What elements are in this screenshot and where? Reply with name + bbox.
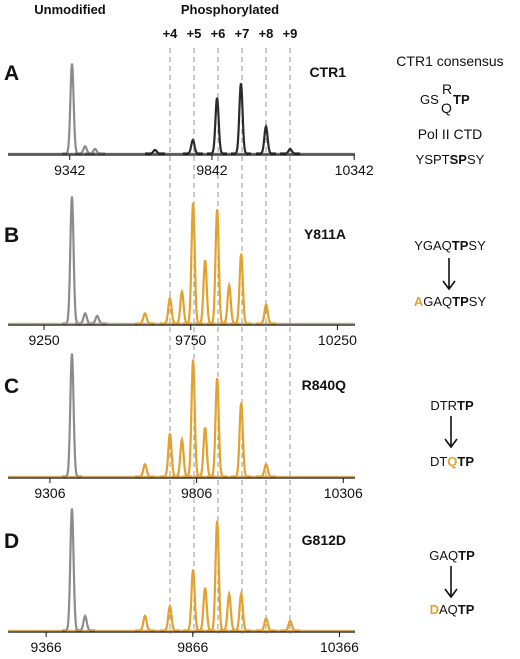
consensus-bold: TP	[453, 92, 470, 107]
x-tick-label: 10342	[335, 162, 374, 178]
consensus-seq: GS	[420, 92, 439, 107]
peak	[195, 259, 216, 325]
ctd-seq: YSPTSPSY	[416, 152, 485, 167]
state-label: +6	[211, 26, 226, 41]
x-tick-label: 9366	[31, 639, 62, 655]
panel-letter: D	[4, 530, 19, 553]
peak	[207, 97, 228, 155]
peak	[256, 302, 277, 325]
panel-letter: A	[4, 62, 19, 85]
seq-from: DTRTP	[430, 398, 474, 413]
seq-to: AGAQTPSY	[414, 294, 487, 309]
state-label: +8	[259, 26, 274, 41]
peak	[134, 462, 155, 478]
peak	[207, 209, 228, 325]
seq-from: GAQTP	[429, 548, 475, 563]
seq-to: DAQTP	[430, 602, 475, 617]
annotation-b: YGAQTPSY AGAQTPSY	[414, 238, 487, 309]
peak	[195, 427, 216, 478]
ctd-title: Pol II CTD	[418, 126, 483, 142]
peak	[231, 402, 252, 478]
peak	[231, 589, 252, 632]
peak	[75, 613, 96, 632]
arrow	[444, 566, 458, 599]
peak	[134, 311, 155, 325]
consensus-sup: R	[442, 81, 452, 97]
state-label: +5	[187, 26, 202, 41]
header-phosphorylated: Phosphorylated	[181, 2, 279, 17]
x-tick-label: 9842	[196, 162, 227, 178]
panel-label: R840Q	[302, 377, 346, 393]
x-tick-label: 9750	[175, 332, 206, 348]
peak	[61, 353, 82, 478]
annotation-d: GAQTP DAQTP	[429, 548, 475, 617]
x-tick-label: 10306	[324, 485, 363, 501]
x-tick-label: 10250	[318, 332, 357, 348]
panel-label: Y811A	[304, 226, 346, 242]
arrow	[442, 258, 456, 291]
peak	[280, 619, 301, 632]
peak	[61, 508, 82, 632]
peak	[183, 359, 204, 478]
peak	[159, 603, 180, 632]
peak	[280, 147, 301, 155]
consensus-title: CTR1 consensus	[396, 53, 503, 69]
state-label: +9	[283, 26, 298, 41]
panel-label: G812D	[302, 532, 346, 548]
seq-to: DTQTP	[430, 454, 474, 469]
state-label: +4	[163, 26, 179, 41]
peak	[195, 587, 216, 632]
arrows	[442, 258, 458, 599]
peak	[183, 569, 204, 632]
consensus-sub: Q	[441, 100, 452, 116]
state-label: +7	[235, 26, 250, 41]
x-tick-label: 9250	[29, 332, 60, 348]
x-tick-label: 10366	[320, 639, 359, 655]
panel-letter: C	[4, 375, 19, 398]
panel-letter: B	[4, 224, 19, 247]
peak	[231, 253, 252, 325]
peak	[256, 616, 277, 632]
x-tick-label: 9342	[54, 162, 85, 178]
x-tick-label: 9806	[181, 485, 212, 501]
peak	[62, 63, 82, 155]
peak	[145, 148, 166, 155]
peak	[256, 462, 277, 478]
x-tick-label: 9306	[34, 485, 65, 501]
seq-from: YGAQTPSY	[414, 238, 486, 253]
arrow	[444, 416, 458, 449]
annotation-c: DTRTP DTQTP	[430, 398, 474, 469]
x-tick-label: 9866	[177, 639, 208, 655]
peak	[183, 202, 204, 325]
peak	[207, 377, 228, 478]
annotation-a: CTR1 consensus GS R Q TP Pol II CTD YSPT…	[396, 53, 503, 167]
peak	[230, 83, 251, 155]
peak	[75, 311, 96, 325]
peak	[134, 613, 155, 632]
header-unmodified: Unmodified	[34, 2, 106, 17]
peak	[182, 138, 203, 155]
peak	[61, 196, 82, 325]
peak	[255, 123, 276, 155]
peak	[207, 520, 228, 632]
panel-label: CTR1	[309, 64, 346, 80]
